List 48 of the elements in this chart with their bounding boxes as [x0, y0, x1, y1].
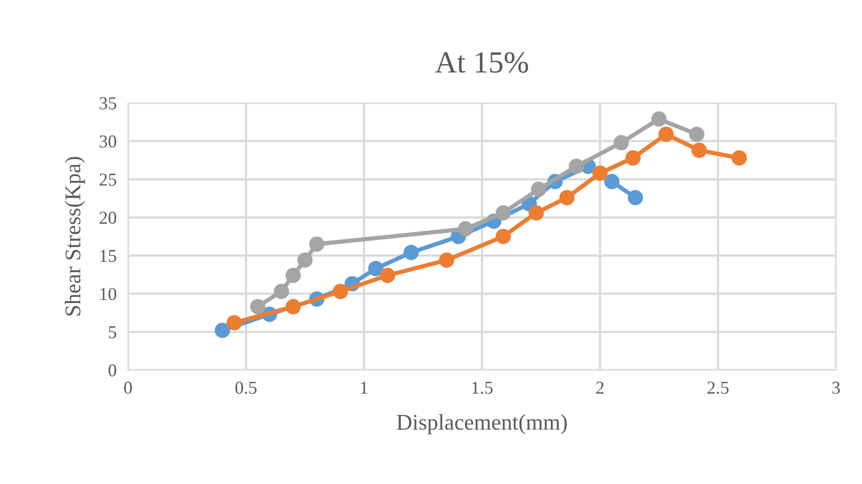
point [528, 205, 544, 220]
point [658, 126, 674, 142]
x-tick-label: 2 [596, 382, 604, 394]
point [380, 268, 396, 284]
y-tick-label: 35 [100, 97, 116, 110]
point [732, 150, 747, 166]
point [332, 284, 348, 300]
point [531, 182, 546, 197]
point [214, 322, 230, 338]
point [286, 268, 301, 284]
x-tick-label: 2.5 [708, 382, 729, 394]
point [496, 228, 511, 244]
point [250, 299, 266, 314]
point [496, 205, 511, 220]
x-tick-label: 1.5 [472, 382, 493, 394]
point [568, 158, 584, 174]
y-axis-title: Shear Stress(Kpa) [64, 156, 85, 316]
x-tick-label: 3 [832, 382, 840, 394]
point [438, 252, 454, 268]
x-tick-label: 0.5 [235, 382, 257, 394]
point [592, 166, 608, 181]
point [691, 142, 707, 158]
y-tick-label: 10 [100, 288, 116, 300]
chart-title: At 15% [435, 52, 528, 73]
x-axis-title: Displacement(mm) [396, 414, 567, 434]
point [368, 260, 384, 276]
x-tick-label: 1 [361, 382, 368, 394]
y-tick-label: 15 [100, 250, 116, 262]
y-tick-label: 0 [108, 364, 116, 376]
point [604, 174, 620, 190]
point [297, 252, 313, 268]
y-tick-label: 25 [100, 174, 116, 186]
point [651, 111, 667, 127]
point [689, 126, 704, 142]
point [559, 190, 575, 206]
point [614, 135, 629, 150]
point [628, 190, 644, 206]
point [458, 221, 474, 237]
x-tick-label: 0 [124, 382, 132, 394]
point [226, 315, 242, 330]
point [274, 284, 290, 300]
point [625, 150, 641, 166]
y-tick-label: 30 [100, 135, 116, 148]
point [404, 244, 419, 260]
y-tick-label: 20 [100, 212, 116, 224]
point [309, 236, 324, 252]
point [286, 299, 301, 314]
y-tick-label: 5 [108, 326, 116, 338]
